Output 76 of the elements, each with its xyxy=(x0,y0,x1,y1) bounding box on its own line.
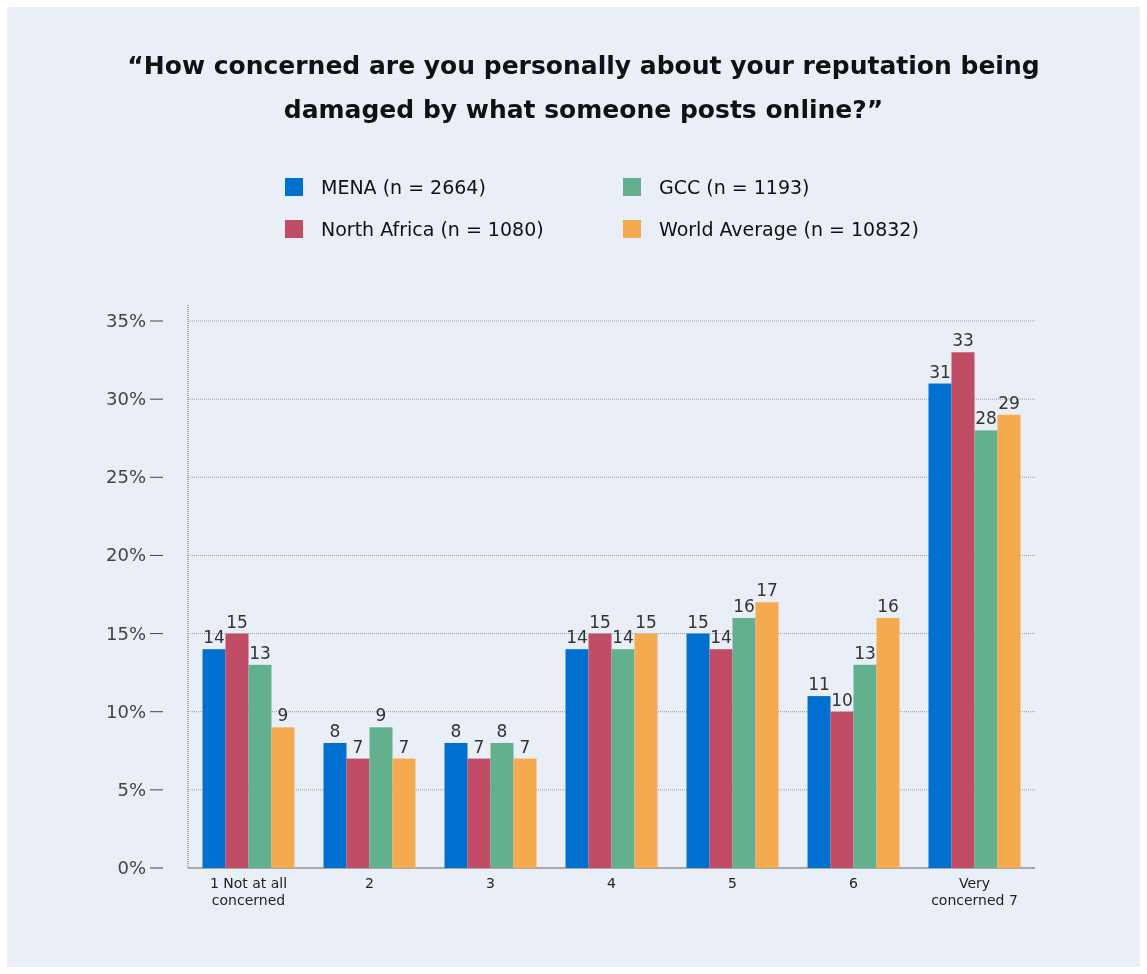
data-label: 14 xyxy=(203,627,225,648)
bar xyxy=(565,649,589,868)
data-label: 9 xyxy=(375,705,387,726)
data-label: 7 xyxy=(398,736,410,757)
bar xyxy=(830,711,854,868)
data-label: 16 xyxy=(733,595,755,616)
bar xyxy=(346,758,370,868)
x-tick-label: 3 xyxy=(486,875,495,891)
data-label: 14 xyxy=(566,627,588,648)
bar xyxy=(323,742,347,868)
legend-label: North Africa (n = 1080) xyxy=(321,218,544,240)
bar xyxy=(686,633,710,868)
data-label: 13 xyxy=(249,642,271,663)
bar xyxy=(974,430,998,868)
data-label: 15 xyxy=(687,611,709,632)
y-tick-label: 15% xyxy=(105,622,146,644)
x-tick-label: Very concerned 7 xyxy=(931,875,1018,908)
bar xyxy=(876,617,900,868)
data-label: 8 xyxy=(450,720,462,741)
y-tick-label: 10% xyxy=(105,700,146,722)
y-tick-label: 0% xyxy=(117,857,146,878)
bar xyxy=(951,352,975,868)
data-label: 15 xyxy=(226,611,248,632)
x-tick-label: 1 Not at all concerned xyxy=(209,875,288,908)
bar xyxy=(997,414,1021,868)
bar xyxy=(588,633,612,868)
y-tick-label: 30% xyxy=(105,388,146,410)
bar xyxy=(732,617,756,868)
legend-label: MENA (n = 2664) xyxy=(321,176,486,198)
data-label: 8 xyxy=(496,720,508,741)
bar xyxy=(755,602,779,868)
bar xyxy=(709,649,733,868)
bar xyxy=(634,633,658,868)
data-label: 7 xyxy=(519,736,531,757)
bar xyxy=(392,758,416,868)
y-tick-label: 25% xyxy=(105,466,146,488)
bar xyxy=(202,649,226,868)
bar xyxy=(928,383,952,868)
data-label: 15 xyxy=(635,611,657,632)
bar xyxy=(248,664,272,868)
data-label: 9 xyxy=(277,705,289,726)
data-label: 31 xyxy=(929,361,951,382)
x-tick-label: 5 xyxy=(728,875,737,891)
x-tick-label: 6 xyxy=(849,875,859,891)
bar xyxy=(444,742,468,868)
data-label: 16 xyxy=(877,595,899,616)
x-tick-label: 4 xyxy=(607,875,617,891)
y-tick-label: 5% xyxy=(117,778,146,800)
bar xyxy=(490,742,514,868)
legend-label: GCC (n = 1193) xyxy=(659,176,810,198)
bar xyxy=(271,727,295,868)
data-label: 10 xyxy=(831,689,853,710)
x-tick-label: 2 xyxy=(365,875,374,891)
y-tick-label: 35% xyxy=(105,310,146,331)
data-label: 11 xyxy=(808,674,830,695)
bar xyxy=(853,664,877,868)
data-label: 7 xyxy=(352,736,364,757)
data-label: 14 xyxy=(710,627,732,648)
data-label: 17 xyxy=(756,580,778,601)
bar xyxy=(513,758,537,868)
data-label: 13 xyxy=(854,642,876,663)
data-label: 29 xyxy=(998,392,1020,413)
bar xyxy=(369,727,393,868)
legend-label: World Average (n = 10832) xyxy=(659,218,919,240)
data-label: 7 xyxy=(473,736,485,757)
bar xyxy=(467,758,491,868)
data-label: 14 xyxy=(612,627,634,648)
data-label: 28 xyxy=(975,408,997,429)
data-label: 33 xyxy=(952,330,974,351)
bar xyxy=(225,633,249,868)
y-tick-label: 20% xyxy=(105,544,146,566)
chart-title: “How concerned are you personally about your reputation being damaged by what someone posts online?” xyxy=(127,51,1040,124)
bar xyxy=(611,649,635,868)
data-label: 8 xyxy=(329,720,341,741)
bar xyxy=(807,696,831,868)
data-label: 15 xyxy=(589,611,611,632)
